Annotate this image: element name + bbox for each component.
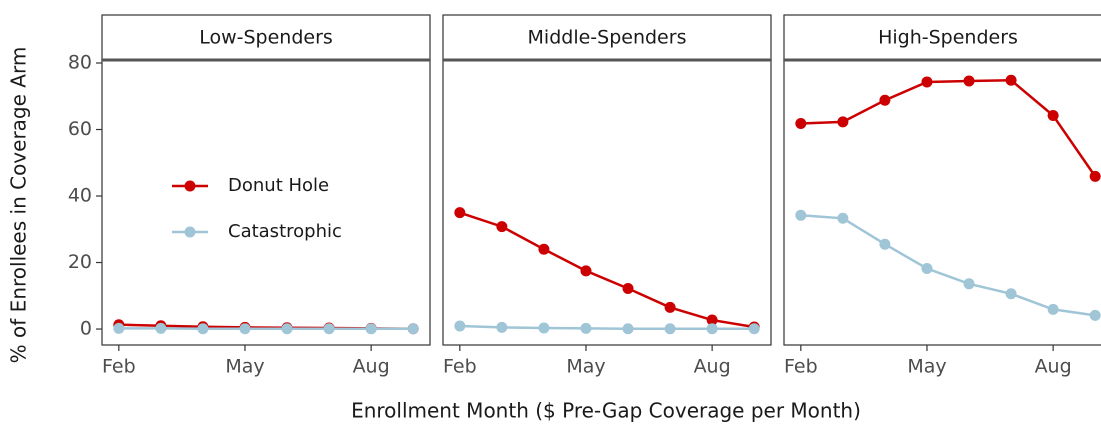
point [664,323,676,335]
point [837,212,849,224]
point [963,278,975,290]
series-line [459,324,755,330]
strip-title: Middle-Spenders [528,27,687,49]
point [496,221,508,233]
y-tick-label: 60 [68,118,92,140]
series-line [459,211,755,329]
point [580,322,592,334]
strip [442,14,772,61]
series-line [800,214,1096,317]
x-tick-label: Feb [443,356,477,378]
strip [783,14,1101,61]
point [538,322,550,334]
x-tick-label: May [907,356,946,378]
x-tick-label: May [566,356,605,378]
point [1089,309,1101,321]
y-tick-label: 20 [68,251,92,273]
legend-point [184,180,196,192]
point [921,263,933,275]
point [323,323,335,335]
legend-label: Catastrophic [228,221,342,242]
point [538,243,550,255]
series-line [800,79,1097,178]
x-tick-label: Aug [1035,356,1072,378]
point [580,265,592,277]
y-axis-label: % of Enrollees in Coverage Arm [7,47,31,364]
point [1047,303,1059,315]
point [622,282,634,294]
y-tick-label: 0 [80,318,92,340]
point [496,321,508,333]
x-tick-label: Feb [102,356,136,378]
point [239,323,251,335]
y-tick-label: 80 [68,51,92,73]
point [706,323,718,335]
point [795,118,807,130]
legend-point [184,226,196,238]
point [365,323,377,335]
legend-label: Donut Hole [228,175,329,196]
point [622,323,634,335]
point [706,314,718,326]
point [197,323,209,335]
point [1047,110,1059,122]
point [664,301,676,313]
x-tick-label: May [225,356,264,378]
panel [101,59,431,346]
point [921,76,933,88]
point [281,323,293,335]
strip-title: High-Spenders [878,27,1018,49]
x-tick-label: Aug [353,356,390,378]
point [113,322,125,334]
point [1089,170,1101,182]
point [748,323,760,335]
panel [442,59,772,346]
strip [101,14,431,61]
x-tick-label: Aug [694,356,731,378]
point [1005,74,1017,86]
point [155,322,167,334]
point [454,320,466,332]
point [407,323,419,335]
point [1005,288,1017,300]
x-axis-label: Enrollment Month ($ Pre-Gap Coverage per… [351,399,861,423]
x-tick-label: Feb [784,356,818,378]
point [963,75,975,87]
y-tick-label: 40 [68,185,92,207]
panel [783,59,1101,346]
point [837,116,849,128]
strip-title: Low-Spenders [199,27,333,49]
point [795,209,807,221]
point [879,94,891,106]
point [454,207,466,219]
point [879,238,891,250]
